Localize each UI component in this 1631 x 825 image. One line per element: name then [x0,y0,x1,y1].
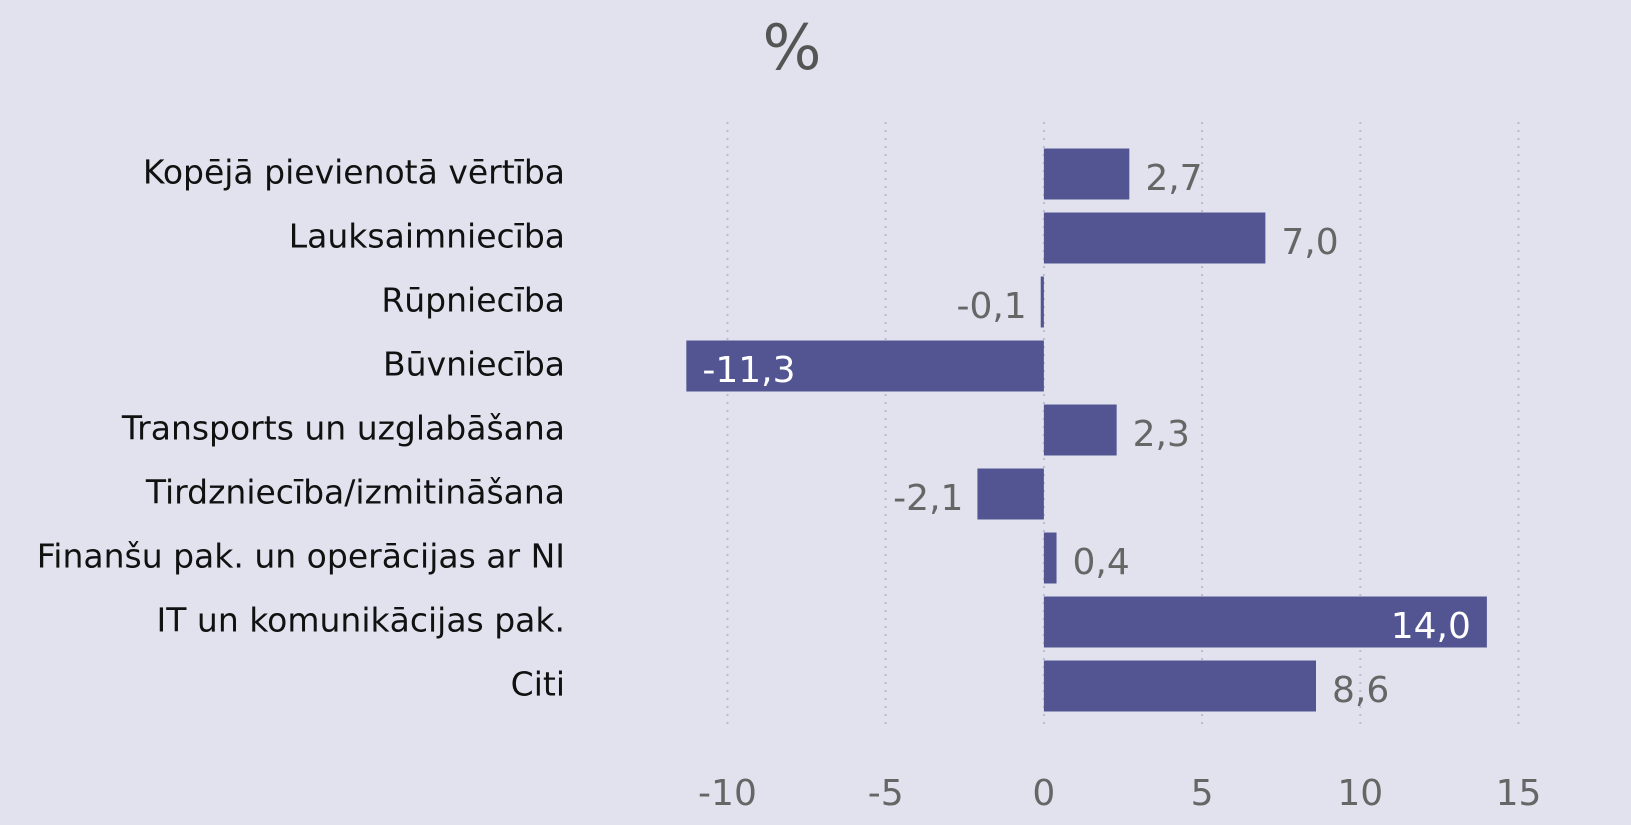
x-tick-label: -10 [698,773,757,814]
bar [1043,404,1117,456]
bar [1043,212,1266,264]
bar [1043,532,1057,584]
data-label: 2,3 [1133,414,1190,455]
bar [1043,148,1130,200]
y-tick-label: Transports un uzglabāšana [121,409,565,448]
y-tick-label: Kopējā pievienotā vērtība [143,153,565,192]
y-tick-label: Finanšu pak. un operācijas ar NI [37,537,565,576]
data-label: 2,7 [1145,158,1202,199]
data-label: 14,0 [1391,606,1471,647]
y-tick-label: Rūpniecība [381,281,565,320]
y-tick-label: IT un komunikācijas pak. [157,601,565,640]
y-tick-label: Lauksaimniecība [289,217,565,256]
data-label: 8,6 [1332,670,1389,711]
y-tick-label: Tirdzniecība/izmitināšana [145,473,565,512]
data-label: 7,0 [1281,222,1338,263]
bar [1043,596,1487,648]
y-tick-label: Būvniecība [383,345,565,384]
x-tick-label: 0 [1032,773,1055,814]
x-tick-label: -5 [868,773,904,814]
x-tick-label: 15 [1496,773,1542,814]
x-tick-label: 10 [1337,773,1383,814]
data-label: -2,1 [893,478,963,519]
bar [1040,276,1044,328]
bar [686,340,1044,392]
data-label: -11,3 [702,350,795,391]
bar [977,468,1044,520]
data-label: -0,1 [956,286,1026,327]
data-label: 0,4 [1073,542,1130,583]
y-tick-label: Citi [511,665,565,704]
bar [1043,660,1316,712]
chart-title: % [763,11,822,84]
x-tick-label: 5 [1191,773,1214,814]
